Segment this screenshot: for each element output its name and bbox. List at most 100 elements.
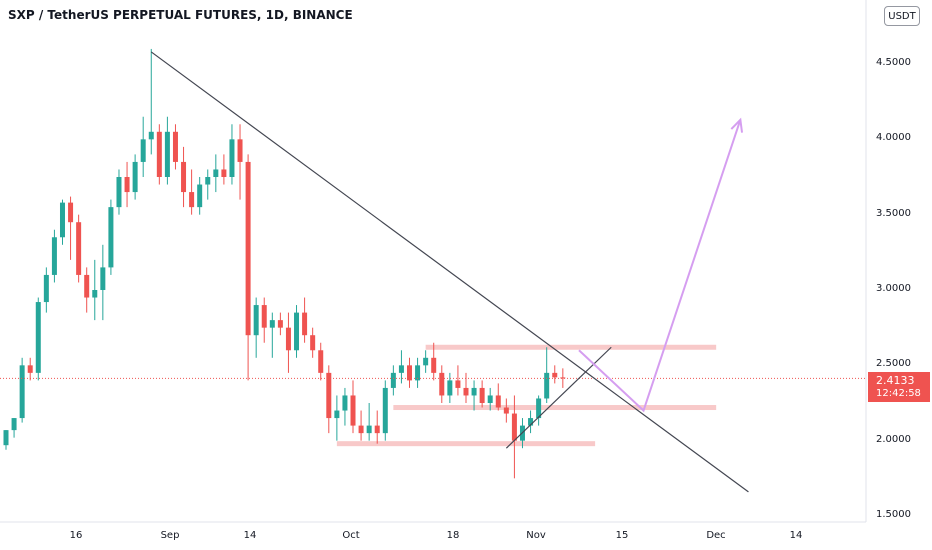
candle-body: [423, 357, 429, 366]
last-price-label: 2.4133 12:42:58: [868, 372, 930, 402]
candle-body: [148, 131, 154, 140]
rising-trendline: [505, 346, 612, 449]
chart-title: SXP / TetherUS PERPETUAL FUTURES, 1D, BI…: [8, 8, 353, 22]
candle-body: [431, 357, 437, 373]
candle-body: [503, 407, 509, 414]
horizontal-zone: [336, 441, 596, 447]
candle-body: [528, 418, 534, 426]
candle-body: [213, 169, 219, 177]
candle-body: [544, 372, 550, 399]
candle-body: [132, 161, 138, 193]
candle-body: [318, 350, 324, 373]
candle-body: [237, 139, 243, 162]
candle-body: [164, 131, 170, 177]
time-tick: Oct: [342, 530, 360, 541]
candle-body: [407, 365, 412, 381]
price-tick: 3.5000: [876, 207, 911, 219]
candle-body: [11, 418, 17, 431]
candle-body: [536, 398, 542, 419]
candle-body: [342, 395, 348, 411]
candle-body: [471, 387, 477, 396]
candle-body: [479, 387, 485, 403]
candle-body: [261, 305, 267, 328]
currency-selector[interactable]: USDT: [884, 6, 920, 26]
last-price-value: 2.4133: [876, 374, 915, 387]
candle-body: [366, 425, 372, 434]
horizontal-zones: [336, 344, 717, 447]
candle-body: [285, 327, 291, 351]
drawing-overlays: [0, 51, 866, 493]
candle-body: [27, 365, 33, 373]
candle-body: [51, 237, 57, 275]
candle-body: [358, 425, 364, 434]
horizontal-zone: [393, 405, 717, 411]
time-tick: Dec: [706, 530, 726, 541]
candle-body: [140, 139, 146, 162]
candle-body: [229, 139, 235, 177]
candle-body: [350, 395, 356, 426]
candle-body: [277, 320, 283, 328]
price-tick: 4.5000: [876, 57, 911, 68]
candle-body: [68, 202, 74, 223]
time-tick: Nov: [526, 530, 546, 541]
candle-body: [92, 290, 98, 298]
candle-body: [197, 184, 203, 208]
candle-body: [124, 177, 130, 193]
projection-arrowhead: [730, 117, 744, 133]
candle-body: [156, 131, 162, 177]
candle-body: [59, 202, 65, 238]
candle-body: [511, 413, 517, 441]
candle-body: [439, 372, 445, 396]
candle-body: [116, 177, 122, 208]
candle-body: [205, 177, 211, 185]
candle-body: [463, 387, 469, 396]
candle-body: [374, 425, 380, 434]
price-tick: 3.0000: [876, 283, 911, 294]
candle-body: [108, 207, 114, 268]
candle-body: [382, 387, 388, 434]
candle-body: [3, 430, 9, 446]
descending-trendline: [150, 51, 749, 493]
price-tick: 4.0000: [876, 132, 911, 144]
projection-path: [578, 119, 742, 413]
time-tick: 14: [243, 530, 257, 541]
candle-body: [84, 274, 90, 298]
candlestick-series: [3, 48, 566, 479]
candle-body: [310, 335, 316, 351]
candle-body: [269, 320, 275, 328]
time-tick: Sep: [160, 530, 180, 541]
candle-body: [326, 372, 332, 419]
candle-body: [100, 267, 106, 290]
candle-body: [35, 302, 41, 373]
price-tick: 1.5000: [876, 509, 911, 520]
candle-body: [302, 312, 308, 336]
candle-body: [334, 410, 340, 419]
candle-body: [221, 169, 227, 177]
price-tick: 2.0000: [876, 433, 911, 445]
candle-body: [495, 395, 501, 408]
candle-body: [447, 380, 453, 396]
candle-body: [76, 222, 82, 275]
candle-body: [19, 365, 25, 419]
horizontal-zone: [425, 344, 717, 350]
candle-body: [181, 161, 187, 193]
candle-body: [415, 365, 421, 381]
time-tick: 16: [69, 530, 83, 541]
candle-body: [189, 192, 195, 208]
time-tick: 15: [615, 530, 629, 541]
price-tick: 2.5000: [876, 358, 911, 370]
candle-body: [245, 161, 251, 336]
time-tick: 18: [446, 530, 460, 541]
candle-body: [552, 372, 558, 378]
bar-countdown: 12:42:58: [876, 388, 921, 399]
candle-body: [455, 380, 461, 388]
candle-body: [560, 377, 566, 379]
candle-body: [172, 131, 178, 162]
time-tick: 14: [789, 530, 803, 541]
candle-body: [390, 372, 396, 388]
candle-body: [398, 365, 404, 373]
candle-body: [43, 274, 49, 303]
candle-body: [487, 395, 493, 403]
candle-body: [294, 312, 300, 351]
